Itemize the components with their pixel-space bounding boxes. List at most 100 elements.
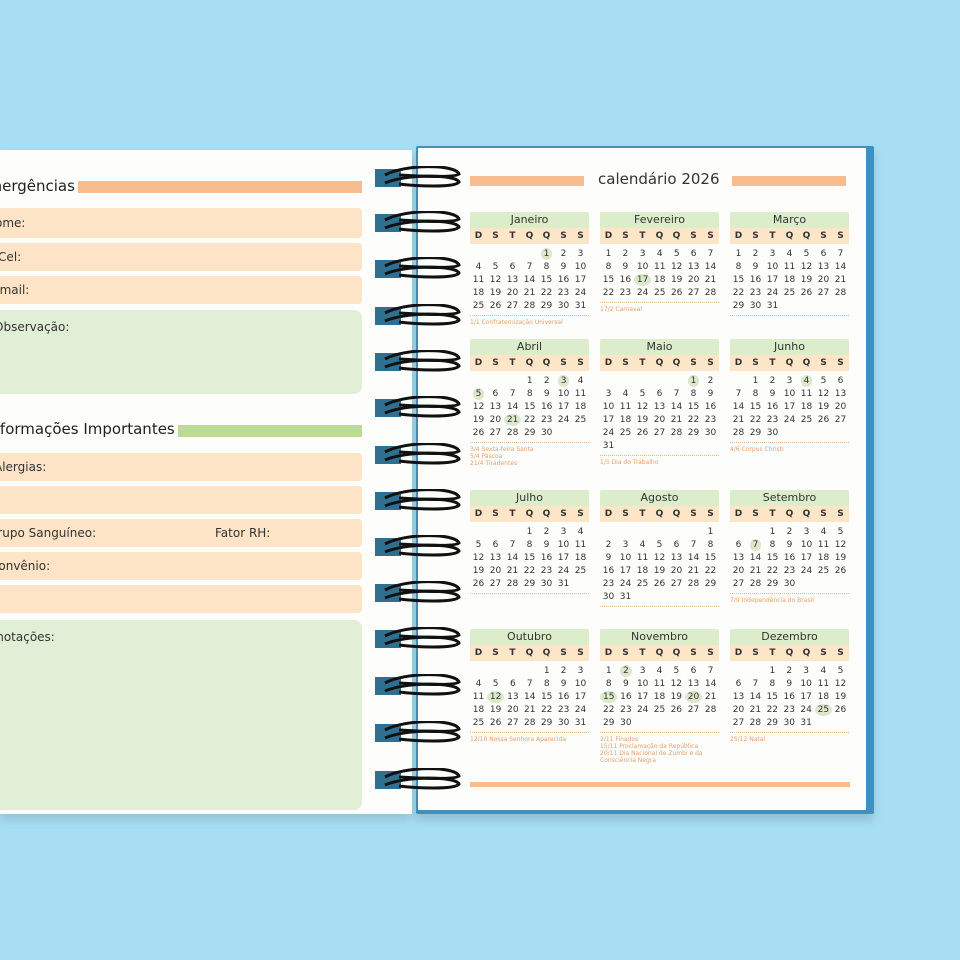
day[interactable]: 7 — [526, 679, 533, 689]
day[interactable]: 27 — [489, 579, 502, 589]
day[interactable]: 9 — [707, 389, 714, 399]
day[interactable]: 23 — [557, 705, 570, 715]
day[interactable]: 25 — [636, 579, 649, 589]
day[interactable]: 9 — [543, 389, 550, 399]
day[interactable]: 5 — [492, 679, 499, 689]
day[interactable]: 22 — [749, 415, 762, 425]
day[interactable]: 11 — [636, 553, 649, 563]
day[interactable]: 30 — [704, 428, 717, 438]
day[interactable]: 21 — [749, 566, 762, 576]
day[interactable]: 6 — [492, 540, 499, 550]
day[interactable]: 16 — [783, 692, 795, 702]
day[interactable]: 13 — [506, 275, 519, 285]
holiday-day[interactable]: 1 — [538, 248, 555, 261]
day[interactable]: 8 — [707, 540, 714, 550]
day[interactable]: 30 — [540, 579, 553, 589]
day[interactable]: 12 — [800, 262, 813, 272]
day[interactable]: 14 — [506, 402, 519, 412]
day[interactable]: 19 — [670, 692, 683, 702]
holiday-day[interactable]: 5 — [470, 388, 487, 401]
day[interactable]: 1 — [735, 249, 742, 259]
day[interactable]: 23 — [704, 415, 717, 425]
day[interactable]: 23 — [602, 579, 615, 589]
holiday-day[interactable]: 15 — [600, 691, 618, 704]
day[interactable]: 17 — [557, 402, 570, 412]
day[interactable]: 3 — [577, 666, 584, 676]
day[interactable]: 10 — [619, 553, 632, 563]
day[interactable]: 2 — [752, 249, 759, 259]
day[interactable]: 9 — [622, 679, 629, 689]
day[interactable]: 16 — [602, 566, 615, 576]
day[interactable]: 24 — [602, 428, 615, 438]
day[interactable]: 19 — [800, 275, 813, 285]
day[interactable]: 30 — [557, 301, 570, 311]
day[interactable]: 24 — [636, 705, 649, 715]
day[interactable]: 3 — [769, 249, 776, 259]
day[interactable]: 27 — [687, 705, 700, 715]
day[interactable]: 19 — [817, 402, 830, 412]
day[interactable]: 3 — [639, 249, 646, 259]
day[interactable]: 10 — [636, 679, 649, 689]
day[interactable]: 8 — [605, 679, 612, 689]
day[interactable]: 12 — [489, 275, 502, 285]
holiday-day[interactable]: 4 — [798, 375, 815, 388]
day[interactable]: 22 — [603, 705, 615, 715]
day[interactable]: 4 — [639, 540, 646, 550]
day[interactable]: 25 — [574, 566, 587, 576]
day[interactable]: 22 — [766, 566, 779, 576]
day[interactable]: 27 — [506, 301, 519, 311]
day[interactable]: 18 — [653, 692, 666, 702]
day[interactable]: 5 — [475, 540, 482, 550]
day[interactable]: 9 — [560, 262, 567, 272]
day[interactable]: 25 — [472, 301, 485, 311]
name-field[interactable]: Nome: — [0, 208, 362, 238]
day[interactable]: 27 — [732, 579, 745, 589]
day[interactable]: 22 — [704, 566, 717, 576]
day[interactable]: 28 — [732, 428, 745, 438]
day[interactable]: 28 — [834, 288, 847, 298]
day[interactable]: 25 — [783, 288, 796, 298]
day[interactable]: 28 — [523, 301, 536, 311]
day[interactable]: 13 — [670, 553, 683, 563]
day[interactable]: 4 — [656, 666, 663, 676]
day[interactable]: 31 — [800, 718, 812, 728]
day[interactable]: 21 — [687, 566, 700, 576]
day[interactable]: 2 — [560, 666, 567, 676]
day[interactable]: 7 — [526, 262, 533, 272]
day[interactable]: 22 — [766, 705, 779, 715]
day[interactable]: 22 — [540, 288, 553, 298]
day[interactable]: 11 — [653, 679, 666, 689]
day[interactable]: 1 — [526, 376, 533, 386]
day[interactable]: 26 — [800, 288, 813, 298]
day[interactable]: 9 — [752, 262, 759, 272]
day[interactable]: 29 — [766, 579, 779, 589]
day[interactable]: 10 — [602, 402, 615, 412]
day[interactable]: 3 — [639, 666, 646, 676]
day[interactable]: 18 — [574, 553, 587, 563]
day[interactable]: 27 — [670, 579, 683, 589]
day[interactable]: 25 — [654, 288, 666, 298]
day[interactable]: 31 — [602, 441, 615, 451]
day[interactable]: 30 — [602, 592, 615, 602]
day[interactable]: 26 — [834, 705, 847, 715]
day[interactable]: 10 — [557, 389, 570, 399]
day[interactable]: 30 — [620, 718, 632, 728]
day[interactable]: 21 — [704, 275, 717, 285]
day[interactable]: 30 — [557, 718, 570, 728]
day[interactable]: 5 — [656, 540, 663, 550]
day[interactable]: 14 — [749, 553, 762, 563]
day[interactable]: 10 — [574, 679, 587, 689]
day[interactable]: 19 — [636, 415, 649, 425]
day[interactable]: 6 — [673, 540, 680, 550]
day[interactable]: 13 — [489, 553, 502, 563]
day[interactable]: 11 — [783, 262, 796, 272]
holiday-day[interactable]: 17 — [633, 274, 652, 287]
day[interactable]: 11 — [472, 275, 485, 285]
day[interactable]: 1 — [769, 666, 776, 676]
day[interactable]: 29 — [603, 718, 615, 728]
day[interactable]: 1 — [605, 666, 612, 676]
holiday-day[interactable]: 3 — [555, 375, 572, 388]
day[interactable]: 11 — [800, 389, 813, 399]
day[interactable]: 11 — [619, 402, 632, 412]
day[interactable]: 15 — [687, 402, 700, 412]
